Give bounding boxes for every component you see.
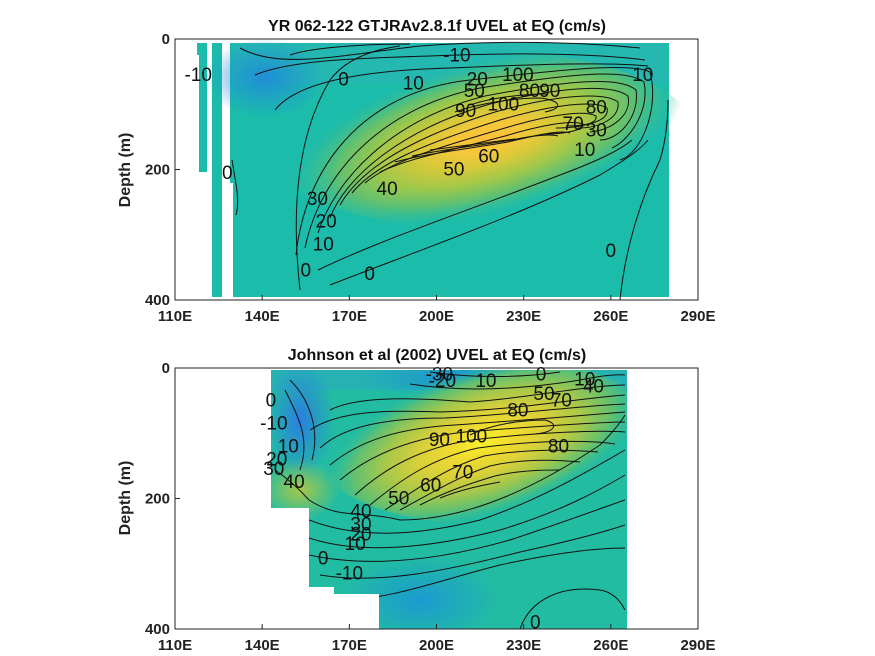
contour-label: 0 xyxy=(536,365,547,386)
contour-label: 0 xyxy=(301,261,312,282)
contour-label: 30 xyxy=(307,189,328,210)
strip-4 xyxy=(197,43,200,55)
panel-bottom-field xyxy=(271,370,627,629)
contour-label: 90 xyxy=(455,101,476,122)
contour-label: 60 xyxy=(420,475,441,496)
contour-label: 40 xyxy=(583,376,604,397)
contour-label: 50 xyxy=(464,81,485,102)
contour-label: 0 xyxy=(364,264,375,285)
contour-label: 70 xyxy=(563,114,584,135)
x-tick-label: 290E xyxy=(680,637,715,654)
contour-label: 10 xyxy=(278,436,299,457)
contour-label: 100 xyxy=(456,427,488,448)
contour-label: 20 xyxy=(467,70,488,91)
x-tick-label: 230E xyxy=(506,308,541,325)
contour-label: 20 xyxy=(350,524,371,545)
panel-top-contours xyxy=(231,41,669,300)
contour-label: 30 xyxy=(263,459,284,480)
contour-label: 0 xyxy=(266,391,277,412)
contour-label: 10 xyxy=(313,235,334,256)
contour-label: 20 xyxy=(266,449,287,470)
contour-label: 80 xyxy=(507,400,528,421)
panel-bottom-title: Johnson et al (2002) UVEL at EQ (cm/s) xyxy=(288,347,586,364)
contour-label: 30 xyxy=(586,120,607,141)
contour-label: -10 xyxy=(443,45,470,66)
panel-bottom: Johnson et al (2002) UVEL at EQ (cm/s) xyxy=(117,347,716,654)
contour-label: 10 xyxy=(574,140,595,161)
contour-label: 90 xyxy=(539,81,560,102)
contour-label: 20 xyxy=(316,212,337,233)
contour-label: 50 xyxy=(533,384,554,405)
x-tick-label: 140E xyxy=(245,308,280,325)
contour-label: 0 xyxy=(318,549,329,570)
contour-label: 50 xyxy=(388,489,409,510)
x-tick-label: 290E xyxy=(680,308,715,325)
contour-label: -10 xyxy=(336,564,363,585)
contour-label: 10 xyxy=(632,65,653,86)
contour-label: 40 xyxy=(377,179,398,200)
contour-label: 70 xyxy=(452,462,473,483)
strip-2 xyxy=(212,43,222,297)
x-tick-label: 260E xyxy=(593,637,628,654)
y-tick-label: 400 xyxy=(145,292,170,309)
panel-top-field xyxy=(197,39,698,300)
strip-east xyxy=(663,43,669,71)
contour-label: -10 xyxy=(260,414,287,435)
contour-label: -30 xyxy=(426,365,453,386)
contour-label: 80 xyxy=(519,81,540,102)
contour-label: 50 xyxy=(443,160,464,181)
contour-label: -20 xyxy=(429,371,456,392)
contour-label: 10 xyxy=(345,534,366,555)
x-tick-label: 140E xyxy=(245,637,280,654)
panel-top-ylabel: Depth (m) xyxy=(117,133,134,208)
panel-top-title: YR 062-122 GTJRAv2.8.1f UVEL at EQ (cm/s… xyxy=(268,18,606,35)
contour-label: 0 xyxy=(338,70,349,91)
y-tick-label: 400 xyxy=(145,621,170,638)
contour-label: 0 xyxy=(606,241,617,262)
contour-label: 40 xyxy=(284,472,305,493)
strip-3 xyxy=(230,43,234,183)
x-tick-label: 110E xyxy=(158,308,192,325)
x-tick-label: 260E xyxy=(593,308,628,325)
contour-label: 80 xyxy=(548,436,569,457)
contour-label: -10 xyxy=(184,65,211,86)
contour-label: 70 xyxy=(551,391,572,412)
panel-bottom-contours xyxy=(274,371,626,629)
strip-1 xyxy=(199,43,207,172)
panel-bottom-ylabel: Depth (m) xyxy=(117,461,134,536)
x-tick-label: 200E xyxy=(419,637,454,654)
panel-top: YR 062-122 GTJRAv2.8.1f UVEL at EQ (cm/s… xyxy=(117,18,716,325)
contour-label: 0 xyxy=(222,163,233,184)
contour-label: 40 xyxy=(350,502,371,523)
y-tick-label: 0 xyxy=(162,360,170,377)
contour-label: 90 xyxy=(429,430,450,451)
contour-label: 100 xyxy=(487,94,519,115)
contour-label: 0 xyxy=(530,613,541,634)
contour-label: 10 xyxy=(574,370,595,391)
contour-label: 30 xyxy=(350,515,371,536)
x-tick-label: 230E xyxy=(506,637,541,654)
x-tick-label: 170E xyxy=(332,637,367,654)
x-tick-label: 170E xyxy=(332,308,367,325)
contour-label: 80 xyxy=(586,98,607,119)
x-tick-label: 110E xyxy=(158,637,192,654)
y-tick-label: 0 xyxy=(162,31,170,48)
contour-label: 60 xyxy=(478,146,499,167)
y-tick-label: 200 xyxy=(145,491,170,508)
contour-label: 100 xyxy=(502,65,534,86)
contour-label: 10 xyxy=(403,73,424,94)
contour-label: 10 xyxy=(475,371,496,392)
x-tick-label: 200E xyxy=(419,308,454,325)
y-tick-label: 200 xyxy=(145,162,170,179)
